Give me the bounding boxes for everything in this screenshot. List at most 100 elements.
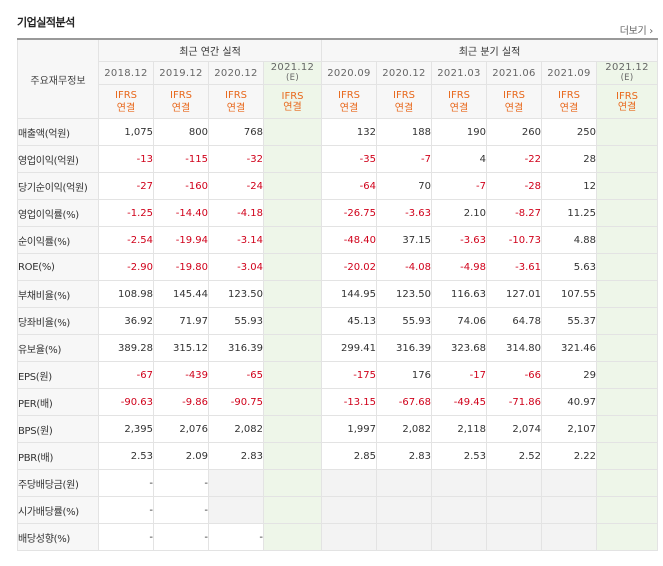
data-cell: -20.02 <box>321 253 377 281</box>
data-cell: - <box>153 469 209 497</box>
ifrs-basis-header: IFRS 연결 <box>486 84 542 119</box>
data-cell: -1.25 <box>98 199 154 227</box>
ifrs-basis-header: IFRS 연결 <box>376 84 432 119</box>
data-cell: -27 <box>98 172 154 200</box>
data-cell: -3.04 <box>208 253 264 281</box>
quarter-period-header: 2020.09 <box>321 61 377 85</box>
row-label: PBR(배) <box>17 442 99 470</box>
data-cell <box>263 388 322 416</box>
data-cell <box>541 496 597 524</box>
data-cell: 2,082 <box>208 415 264 443</box>
annual-period-header: 2018.12 <box>98 61 154 85</box>
data-cell: 37.15 <box>376 226 432 254</box>
data-cell <box>595 280 659 308</box>
row-header-label: 주요재무정보 <box>17 38 99 119</box>
data-cell: -439 <box>153 361 209 389</box>
data-cell <box>595 145 659 173</box>
data-cell: 321.46 <box>541 334 597 362</box>
annual-period-header: 2019.12 <box>153 61 209 85</box>
data-cell <box>595 496 659 524</box>
data-cell <box>486 523 542 551</box>
consolidated-label: 연결 <box>283 101 302 113</box>
data-cell: -10.73 <box>486 226 542 254</box>
data-cell: 314.80 <box>486 334 542 362</box>
data-cell: - <box>98 496 154 524</box>
data-cell: 4.88 <box>541 226 597 254</box>
data-cell: 11.25 <box>541 199 597 227</box>
data-cell <box>595 523 659 551</box>
data-cell <box>321 469 377 497</box>
consolidated-label: 연결 <box>116 102 136 114</box>
data-cell: 389.28 <box>98 334 154 362</box>
table-row: 영업이익(억원) -13 -115 -32 -35 -7 4 -22 28 <box>17 145 659 173</box>
data-cell: 188 <box>376 118 432 146</box>
consolidated-label: 연결 <box>171 102 191 114</box>
data-cell: 116.63 <box>431 280 487 308</box>
data-cell: 71.97 <box>153 307 209 335</box>
data-cell <box>263 172 322 200</box>
quarter-period-header: 2021.12 (E) <box>595 61 659 85</box>
data-cell: -17 <box>431 361 487 389</box>
data-cell: 2.83 <box>376 442 432 470</box>
annual-group-header: 최근 연간 실적 <box>98 38 322 62</box>
data-cell <box>263 442 322 470</box>
quarter-group-header: 최근 분기 실적 <box>320 38 659 62</box>
data-cell <box>431 523 487 551</box>
ifrs-label: IFRS <box>616 90 639 102</box>
row-label: 유보율(%) <box>17 334 99 362</box>
data-cell: 2.52 <box>486 442 542 470</box>
quarter-period-header: 2021.06 <box>486 61 542 85</box>
data-cell: 2,395 <box>98 415 154 443</box>
quarter-period-label: 2021.03 <box>437 67 481 79</box>
data-cell <box>486 496 542 524</box>
data-cell: -2.90 <box>98 253 154 281</box>
more-link[interactable]: 더보기 › <box>620 22 654 37</box>
data-cell: 2.10 <box>431 199 487 227</box>
data-cell <box>595 334 659 362</box>
row-label: 당좌비율(%) <box>17 307 99 335</box>
ifrs-label: IFRS <box>170 89 192 101</box>
data-cell: - <box>208 523 264 551</box>
ifrs-label: IFRS <box>393 89 415 101</box>
ifrs-basis-header: IFRS 연결 <box>98 84 154 119</box>
ifrs-basis-header: IFRS 연결 <box>153 84 209 119</box>
data-cell: 2.53 <box>431 442 487 470</box>
data-cell: -90.75 <box>208 388 264 416</box>
more-arrow-icon: › <box>646 26 653 37</box>
table-row: 영업이익률(%) -1.25 -14.40 -4.18 -26.75 -3.63 2.10-… <box>17 199 659 227</box>
data-cell <box>208 469 264 497</box>
data-cell: - <box>98 523 154 551</box>
data-cell <box>595 226 659 254</box>
ifrs-basis-header: IFRS 연결 <box>208 84 264 119</box>
data-cell: -13 <box>98 145 154 173</box>
ifrs-basis-header: IFRS 연결 <box>595 84 659 119</box>
data-cell: 107.55 <box>541 280 597 308</box>
table-row: 당좌비율(%) 36.92 71.97 55.93 45.13 55.93 74.06 64.… <box>17 307 659 335</box>
annual-period-label: 2018.12 <box>104 67 148 79</box>
data-cell: -8.27 <box>486 199 542 227</box>
data-cell: -175 <box>321 361 377 389</box>
data-cell <box>595 253 659 281</box>
data-cell <box>263 307 322 335</box>
table-row: ROE(%) -2.90 -19.80 -3.04 -20.02 -4.08 -4.98 -3… <box>17 253 659 281</box>
data-cell: -7 <box>431 172 487 200</box>
data-cell: 315.12 <box>153 334 209 362</box>
data-cell: 316.39 <box>376 334 432 362</box>
ifrs-label: IFRS <box>281 90 304 102</box>
data-cell: 316.39 <box>208 334 264 362</box>
data-cell: 144.95 <box>321 280 377 308</box>
data-cell: 260 <box>486 118 542 146</box>
data-cell <box>541 469 597 497</box>
data-cell: 145.44 <box>153 280 209 308</box>
row-label: BPS(원) <box>17 415 99 443</box>
consolidated-label: 연결 <box>559 102 579 114</box>
ifrs-label: IFRS <box>115 89 137 101</box>
data-cell <box>263 523 322 551</box>
data-cell <box>263 496 322 524</box>
data-cell <box>321 496 377 524</box>
data-cell <box>595 307 659 335</box>
data-cell <box>208 496 264 524</box>
data-cell: 2.22 <box>541 442 597 470</box>
data-cell: -3.63 <box>431 226 487 254</box>
